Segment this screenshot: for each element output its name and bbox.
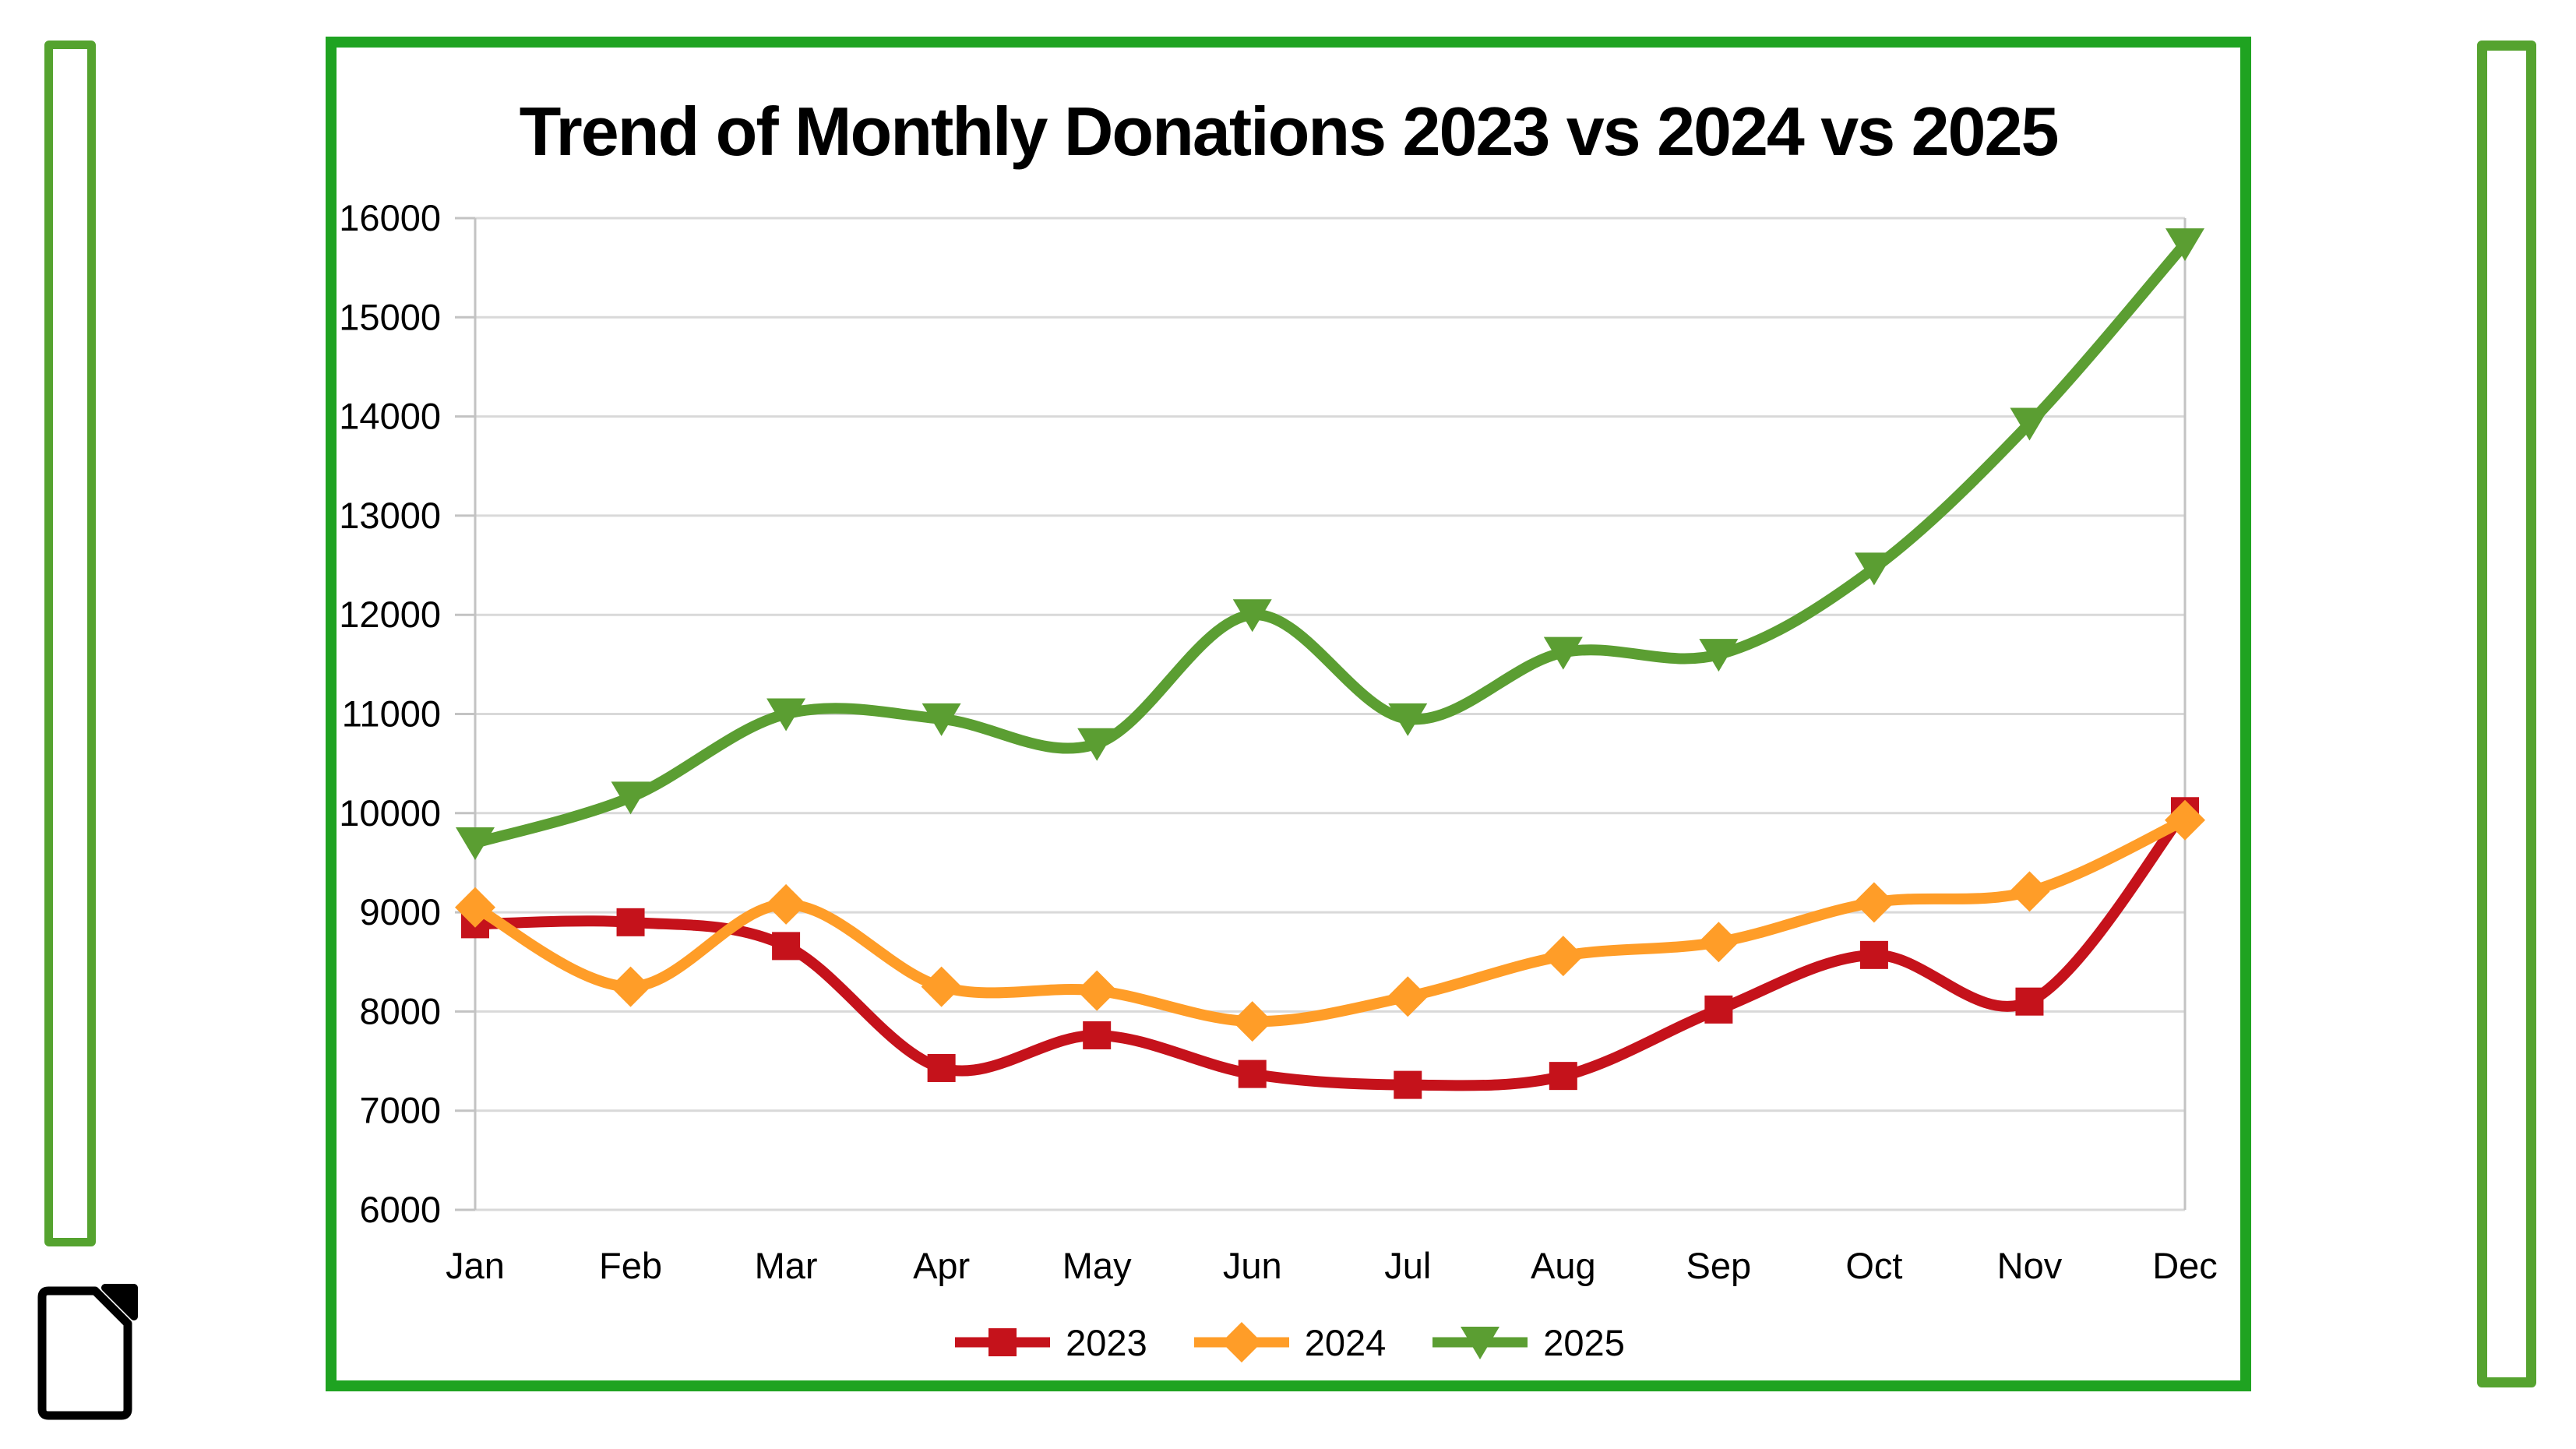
svg-text:Nov: Nov bbox=[1997, 1245, 2063, 1286]
chart-title: Trend of Monthly Donations 2023 vs 2024 … bbox=[519, 93, 2060, 170]
svg-text:11000: 11000 bbox=[342, 693, 441, 735]
y-axis-ticks bbox=[455, 217, 475, 1211]
svg-text:Jan: Jan bbox=[446, 1245, 505, 1286]
legend-marker-square-icon bbox=[955, 1328, 1051, 1356]
series-2024 bbox=[455, 799, 2205, 1042]
plot-borders bbox=[474, 218, 2187, 1210]
svg-text:May: May bbox=[1062, 1245, 1132, 1286]
svg-text:Jul: Jul bbox=[1384, 1245, 1431, 1286]
svg-text:Dec: Dec bbox=[2152, 1245, 2218, 1286]
svg-text:9000: 9000 bbox=[359, 891, 441, 933]
svg-text:10000: 10000 bbox=[339, 792, 441, 834]
x-axis-labels: Jan Feb Mar Apr May Jun Jul Aug Sep Oct Nov Dec bbox=[446, 1245, 2218, 1286]
y-axis-labels: 6000 7000 8000 9000 10000 11000 12000 13000 1400… bbox=[339, 197, 441, 1230]
svg-text:14000: 14000 bbox=[339, 396, 441, 437]
svg-text:7000: 7000 bbox=[359, 1090, 441, 1131]
chart-legend: 2023 2024 2025 bbox=[326, 1315, 2251, 1370]
legend-item-2025: 2025 bbox=[1429, 1320, 1625, 1364]
svg-text:Feb: Feb bbox=[599, 1245, 662, 1286]
legend-item-2024: 2024 bbox=[1191, 1320, 1387, 1364]
svg-text:Sep: Sep bbox=[1686, 1245, 1752, 1286]
svg-text:8000: 8000 bbox=[359, 990, 441, 1031]
svg-text:Aug: Aug bbox=[1531, 1245, 1596, 1286]
legend-marker-triangle-down-icon bbox=[1432, 1327, 1528, 1359]
svg-text:Apr: Apr bbox=[913, 1245, 970, 1286]
svg-text:15000: 15000 bbox=[339, 296, 441, 337]
legend-label: 2025 bbox=[1543, 1321, 1625, 1363]
svg-text:Jun: Jun bbox=[1223, 1245, 1282, 1286]
gridlines bbox=[475, 217, 2185, 1211]
legend-label: 2023 bbox=[1066, 1321, 1147, 1363]
series-2025 bbox=[456, 228, 2204, 860]
libreoffice-logo-icon bbox=[37, 1284, 138, 1420]
left-green-bar bbox=[44, 41, 96, 1246]
svg-text:6000: 6000 bbox=[359, 1189, 441, 1230]
legend-item-2023: 2023 bbox=[952, 1320, 1147, 1364]
svg-text:Mar: Mar bbox=[755, 1245, 818, 1286]
legend-marker-diamond-icon bbox=[1193, 1322, 1289, 1363]
legend-label: 2024 bbox=[1304, 1321, 1387, 1363]
right-green-bar bbox=[2477, 41, 2536, 1387]
svg-text:12000: 12000 bbox=[339, 594, 441, 635]
series-2023 bbox=[461, 797, 2199, 1099]
svg-text:16000: 16000 bbox=[339, 197, 441, 238]
svg-text:Oct: Oct bbox=[1845, 1245, 1902, 1286]
svg-text:13000: 13000 bbox=[339, 495, 441, 536]
